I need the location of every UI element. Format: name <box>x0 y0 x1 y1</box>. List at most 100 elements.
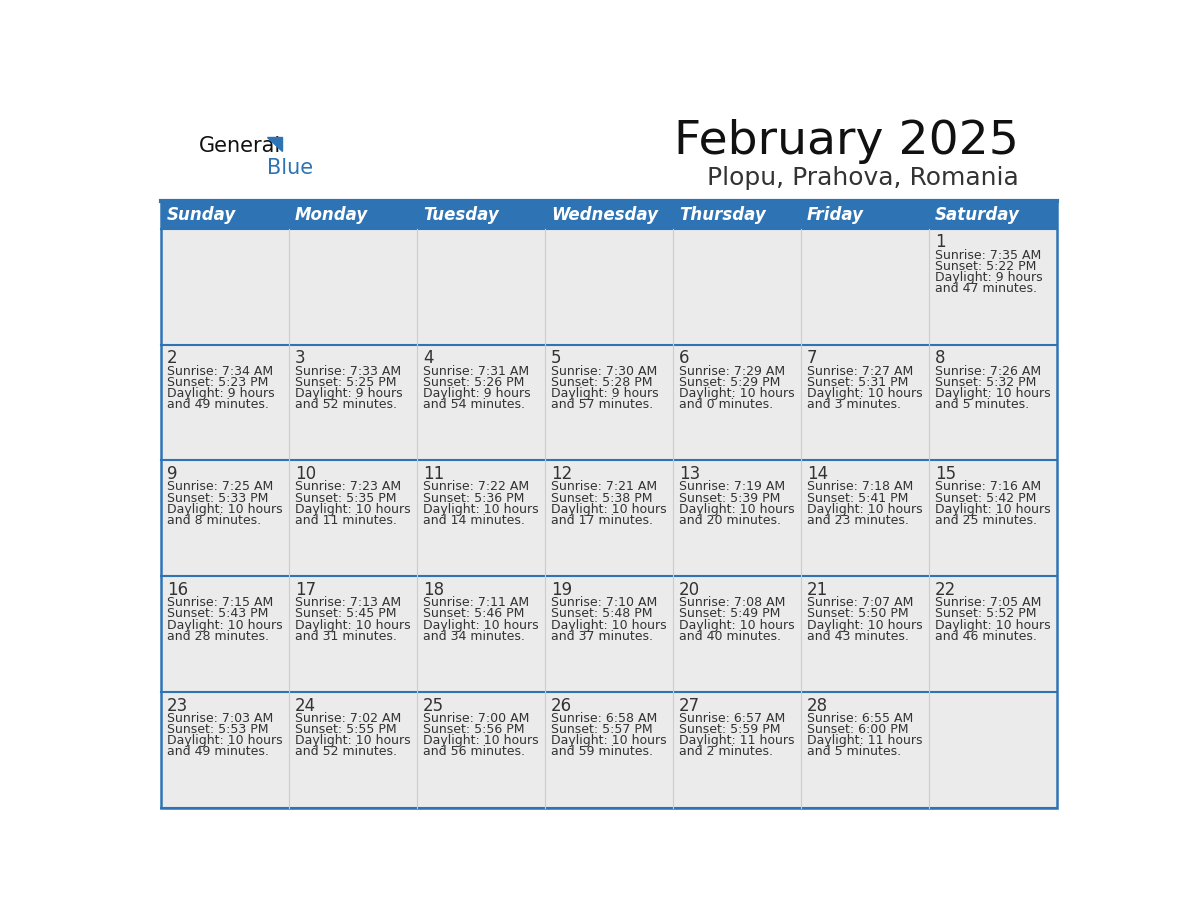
Text: and 46 minutes.: and 46 minutes. <box>935 630 1037 643</box>
Text: 16: 16 <box>166 581 188 599</box>
Text: and 34 minutes.: and 34 minutes. <box>423 630 525 643</box>
Text: Daylight: 10 hours: Daylight: 10 hours <box>295 503 411 516</box>
Text: Daylight: 10 hours: Daylight: 10 hours <box>551 619 666 632</box>
Text: and 52 minutes.: and 52 minutes. <box>295 745 397 758</box>
Text: and 28 minutes.: and 28 minutes. <box>166 630 268 643</box>
Text: Sunrise: 7:22 AM: Sunrise: 7:22 AM <box>423 480 529 493</box>
Text: General: General <box>200 136 282 155</box>
Bar <box>545 692 672 808</box>
Text: Sunset: 5:28 PM: Sunset: 5:28 PM <box>551 375 652 388</box>
Text: 14: 14 <box>807 465 828 483</box>
Bar <box>289 460 417 577</box>
Bar <box>160 577 289 692</box>
Text: Sunset: 5:26 PM: Sunset: 5:26 PM <box>423 375 524 388</box>
Text: 7: 7 <box>807 349 817 367</box>
Text: Sunset: 5:29 PM: Sunset: 5:29 PM <box>680 375 781 388</box>
Text: Sunrise: 7:10 AM: Sunrise: 7:10 AM <box>551 596 657 610</box>
Bar <box>417 692 545 808</box>
Text: Daylight: 10 hours: Daylight: 10 hours <box>935 619 1050 632</box>
Text: Daylight: 10 hours: Daylight: 10 hours <box>807 503 923 516</box>
Text: Sunset: 5:23 PM: Sunset: 5:23 PM <box>166 375 268 388</box>
Text: Sunrise: 7:19 AM: Sunrise: 7:19 AM <box>680 480 785 493</box>
Text: 4: 4 <box>423 349 434 367</box>
Text: Sunset: 5:36 PM: Sunset: 5:36 PM <box>423 491 524 505</box>
Text: Sunrise: 7:11 AM: Sunrise: 7:11 AM <box>423 596 529 610</box>
Text: Daylight: 10 hours: Daylight: 10 hours <box>166 619 283 632</box>
Bar <box>289 577 417 692</box>
Text: 19: 19 <box>551 581 573 599</box>
Text: 20: 20 <box>680 581 700 599</box>
Text: Sunset: 5:53 PM: Sunset: 5:53 PM <box>166 723 268 736</box>
Text: Wednesday: Wednesday <box>551 206 658 224</box>
Bar <box>417 460 545 577</box>
Text: Sunrise: 7:13 AM: Sunrise: 7:13 AM <box>295 596 402 610</box>
Text: Sunset: 5:22 PM: Sunset: 5:22 PM <box>935 260 1036 273</box>
Text: and 23 minutes.: and 23 minutes. <box>807 514 909 527</box>
Text: Sunrise: 7:34 AM: Sunrise: 7:34 AM <box>166 364 273 377</box>
Text: Sunrise: 7:21 AM: Sunrise: 7:21 AM <box>551 480 657 493</box>
Text: 12: 12 <box>551 465 573 483</box>
Text: Sunrise: 7:16 AM: Sunrise: 7:16 AM <box>935 480 1041 493</box>
Text: Daylight: 9 hours: Daylight: 9 hours <box>935 271 1043 284</box>
Bar <box>160 229 289 344</box>
Text: Daylight: 10 hours: Daylight: 10 hours <box>680 619 795 632</box>
Text: Sunset: 5:33 PM: Sunset: 5:33 PM <box>166 491 268 505</box>
Text: Sunset: 5:43 PM: Sunset: 5:43 PM <box>166 608 268 621</box>
Text: 28: 28 <box>807 697 828 714</box>
Text: Sunset: 5:46 PM: Sunset: 5:46 PM <box>423 608 524 621</box>
Text: and 20 minutes.: and 20 minutes. <box>680 514 781 527</box>
Text: Sunset: 5:55 PM: Sunset: 5:55 PM <box>295 723 397 736</box>
Text: 25: 25 <box>423 697 444 714</box>
Text: Daylight: 9 hours: Daylight: 9 hours <box>423 386 531 400</box>
Text: Sunset: 5:49 PM: Sunset: 5:49 PM <box>680 608 781 621</box>
Text: Sunset: 5:42 PM: Sunset: 5:42 PM <box>935 491 1036 505</box>
Text: Sunset: 5:31 PM: Sunset: 5:31 PM <box>807 375 909 388</box>
Text: Friday: Friday <box>807 206 864 224</box>
Bar <box>417 229 545 344</box>
Text: and 8 minutes.: and 8 minutes. <box>166 514 261 527</box>
Bar <box>160 201 1057 808</box>
Bar <box>289 201 417 229</box>
Text: 8: 8 <box>935 349 946 367</box>
Text: and 37 minutes.: and 37 minutes. <box>551 630 653 643</box>
Text: and 17 minutes.: and 17 minutes. <box>551 514 653 527</box>
Text: 26: 26 <box>551 697 573 714</box>
Text: and 11 minutes.: and 11 minutes. <box>295 514 397 527</box>
Text: 17: 17 <box>295 581 316 599</box>
Bar <box>545 460 672 577</box>
Bar <box>160 692 289 808</box>
Text: Blue: Blue <box>267 158 314 178</box>
Text: Sunrise: 7:29 AM: Sunrise: 7:29 AM <box>680 364 785 377</box>
Text: Sunset: 5:56 PM: Sunset: 5:56 PM <box>423 723 524 736</box>
Text: Sunset: 5:35 PM: Sunset: 5:35 PM <box>295 491 397 505</box>
Text: Sunday: Sunday <box>166 206 236 224</box>
Text: Sunset: 5:59 PM: Sunset: 5:59 PM <box>680 723 781 736</box>
Text: Sunrise: 7:23 AM: Sunrise: 7:23 AM <box>295 480 402 493</box>
Text: and 57 minutes.: and 57 minutes. <box>551 398 653 411</box>
Bar <box>801 344 929 460</box>
Bar <box>929 460 1057 577</box>
Text: 11: 11 <box>423 465 444 483</box>
Bar <box>417 344 545 460</box>
Text: Sunset: 5:48 PM: Sunset: 5:48 PM <box>551 608 652 621</box>
Text: Sunset: 5:39 PM: Sunset: 5:39 PM <box>680 491 781 505</box>
Text: Plopu, Prahova, Romania: Plopu, Prahova, Romania <box>707 165 1018 190</box>
Text: Sunset: 5:57 PM: Sunset: 5:57 PM <box>551 723 652 736</box>
Bar <box>801 201 929 229</box>
Text: and 0 minutes.: and 0 minutes. <box>680 398 773 411</box>
Text: and 14 minutes.: and 14 minutes. <box>423 514 525 527</box>
Bar <box>929 577 1057 692</box>
Text: Sunset: 5:41 PM: Sunset: 5:41 PM <box>807 491 909 505</box>
Text: Daylight: 10 hours: Daylight: 10 hours <box>551 503 666 516</box>
Text: Thursday: Thursday <box>680 206 766 224</box>
Text: and 59 minutes.: and 59 minutes. <box>551 745 653 758</box>
Text: 27: 27 <box>680 697 700 714</box>
Text: Sunrise: 7:02 AM: Sunrise: 7:02 AM <box>295 712 402 725</box>
Text: 10: 10 <box>295 465 316 483</box>
Text: 21: 21 <box>807 581 828 599</box>
Text: Sunset: 5:38 PM: Sunset: 5:38 PM <box>551 491 652 505</box>
Text: and 2 minutes.: and 2 minutes. <box>680 745 773 758</box>
Bar <box>929 344 1057 460</box>
Text: Daylight: 10 hours: Daylight: 10 hours <box>295 734 411 747</box>
Text: and 5 minutes.: and 5 minutes. <box>935 398 1029 411</box>
